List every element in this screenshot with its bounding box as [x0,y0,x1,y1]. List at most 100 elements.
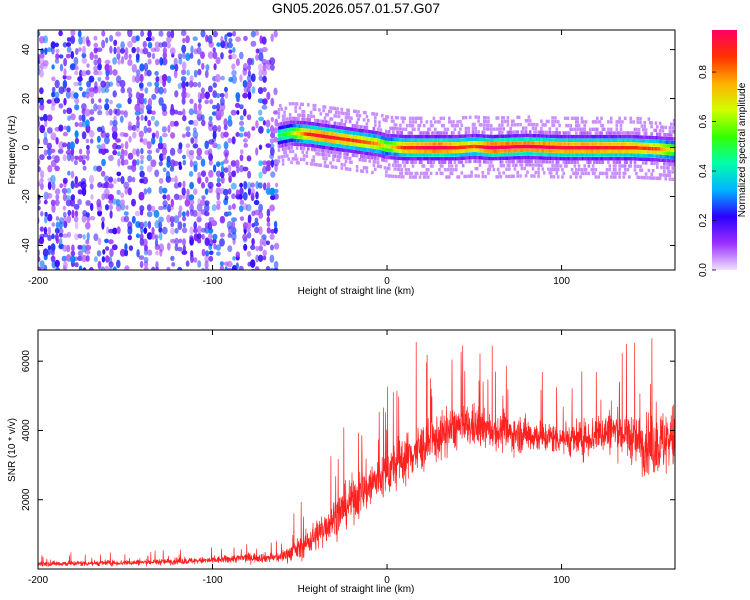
heatmap-ridge-cell [505,160,508,164]
heatmap-ridge-cell [400,156,404,161]
heatmap-ridge-cell [615,153,619,157]
heatmap-ridge-cell [596,160,599,164]
heatmap-ridge-cell [474,155,478,160]
heatmap-ridge-cell [291,116,295,121]
heatmap-ridge-cell [625,149,628,153]
heatmap-ridge-cell [468,152,472,156]
heatmap-ridge-cell [612,153,616,157]
heatmap-ridge-cell [551,164,554,168]
heatmap-noise-cell [65,254,72,262]
heatmap-noise-cell [143,256,149,264]
heatmap-ridge-cell [407,134,411,139]
heatmap-noise-cell [250,259,256,268]
heatmap-ridge-cell [515,130,518,134]
heatmap-ridge-cell [387,133,391,138]
heatmap-ridge-cell [488,145,492,150]
heatmap-ridge-cell [473,144,476,149]
heatmap-ridge-cell [488,149,492,153]
heatmap-ridge-cell [277,155,281,160]
heatmap-ridge-cell [379,135,383,139]
heatmap-ridge-cell [484,138,487,142]
heatmap-ridge-cell [408,138,412,142]
heatmap-ridge-cell [466,137,469,142]
heatmap-noise-cell [111,244,118,251]
heatmap-ridge-cell [491,153,494,157]
heatmap-ridge-cell [516,137,519,142]
heatmap-noise-cell [38,249,41,257]
heatmap-noise-cell [245,204,252,212]
heatmap-ridge-cell [443,142,447,146]
heatmap-noise-cell [147,149,153,155]
heatmap-ridge-cell [290,116,293,120]
heatmap-ridge-cell [336,136,339,140]
heatmap-ridge-cell [449,120,452,124]
heatmap-ridge-cell [570,138,574,142]
heatmap-ridge-cell [554,131,557,135]
heatmap-ridge-cell [362,147,366,151]
heatmap-ridge-cell [520,148,524,152]
heatmap-ridge-cell [663,136,666,140]
heatmap-ridge-cell [460,138,464,142]
heatmap-noise-cell [116,52,121,60]
heatmap-ridge-cell [531,167,535,171]
heatmap-ridge-cell [522,155,525,160]
heatmap-ridge-cell [417,127,420,131]
heatmap-ridge-cell [313,118,317,123]
heatmap-noise-cell [85,221,91,230]
heatmap-ridge-cell [478,137,482,142]
heatmap-ridge-cell [300,146,303,151]
heatmap-ridge-cell [348,160,352,164]
heatmap-ridge-cell [383,118,387,122]
heatmap-ridge-cell [280,133,283,137]
heatmap-ridge-cell [431,153,434,157]
heatmap-ridge-cell [526,141,529,145]
heatmap-noise-cell [193,221,197,230]
heatmap-ridge-cell [294,138,297,143]
heatmap-ridge-cell [436,146,440,150]
heatmap-ridge-cell [547,152,550,157]
heatmap-ridge-cell [556,153,560,157]
heatmap-noise-cell [125,205,129,210]
heatmap-ridge-cell [496,167,500,172]
heatmap-ridge-cell [316,122,320,127]
heatmap-noise-cell [146,81,153,87]
heatmap-ridge-cell [590,157,593,161]
heatmap-noise-cell [144,115,148,122]
heatmap-noise-cell [97,237,102,246]
heatmap-ridge-cell [312,129,316,133]
heatmap-ridge-cell [286,117,289,121]
heatmap-ridge-cell [459,160,462,164]
heatmap-ridge-cell [406,138,409,142]
heatmap-ridge-cell [302,157,306,162]
heatmap-ridge-cell [609,138,613,142]
heatmap-noise-cell [119,79,126,88]
heatmap-ridge-cell [671,159,674,163]
heatmap-noise-cell [200,51,205,59]
heatmap-ridge-cell [333,147,337,151]
heatmap-ridge-cell [337,136,341,141]
heatmap-ridge-cell [343,141,346,145]
heatmap-ridge-cell [385,155,388,159]
heatmap-ridge-cell [636,164,640,168]
heatmap-ridge-cell [448,138,451,142]
heatmap-ridge-cell [411,127,415,131]
heatmap-ridge-cell [288,138,292,143]
heatmap-ridge-cell [494,138,497,142]
heatmap-ridge-cell [311,140,314,144]
heatmap-ridge-cell [448,153,451,157]
heatmap-noise-cell [190,250,194,258]
heatmap-noise-cell [108,239,114,245]
heatmap-ridge-cell [555,138,559,142]
heatmap-ridge-cell [450,157,454,161]
heatmap-ridge-cell [506,149,510,153]
heatmap-ridge-cell [311,125,314,130]
heatmap-ridge-cell [534,145,538,149]
heatmap-ridge-cell [300,143,303,147]
heatmap-ridge-cell [616,146,620,150]
heatmap-ridge-cell [392,141,395,145]
heatmap-noise-cell [174,109,179,115]
heatmap-ridge-cell [640,124,644,128]
heatmap-ridge-cell [305,128,309,133]
heatmap-noise-cell [170,255,175,262]
heatmap-ridge-cell [396,130,399,135]
